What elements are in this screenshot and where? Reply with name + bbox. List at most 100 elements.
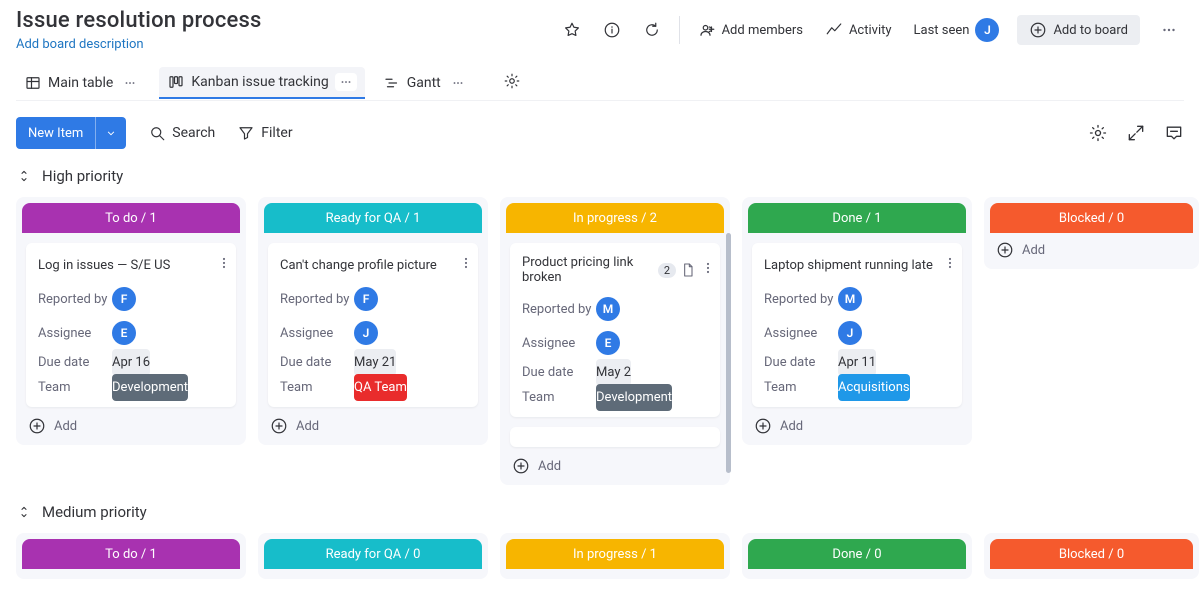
reported-by-value[interactable]: M [838,287,958,311]
plus-circle-icon [512,457,530,475]
kanban-card[interactable]: Log in issues — S/E US Reported byF Assi… [26,243,236,407]
view-tab-main-table[interactable]: Main table [16,68,149,98]
search-label: Search [172,125,215,141]
view-tab-gantt[interactable]: Gantt [375,68,477,98]
filter-label: Filter [261,125,292,141]
field-label: Team [280,380,354,395]
add-card-button[interactable]: Add [270,417,476,435]
field-label: Reported by [38,292,112,307]
field-label: Due date [764,355,838,370]
refresh-icon [643,21,661,39]
field-label: Team [38,380,112,395]
kanban-card[interactable]: Product pricing link broken 2 Reported b… [510,243,720,417]
column-header[interactable]: Done / 1 [748,203,966,233]
team-value[interactable]: Development [112,374,188,401]
new-item-button[interactable]: New Item [16,117,126,149]
refresh-button[interactable] [639,17,665,43]
card-more-button[interactable] [942,255,958,275]
add-card-button[interactable]: Add [28,417,234,435]
column-header[interactable]: In progress / 1 [506,539,724,569]
column-title: Done / 0 [832,547,881,562]
search-button[interactable]: Search [148,124,215,142]
kanban-column: Blocked / 0 Add [984,197,1199,269]
team-value[interactable]: QA Team [354,374,407,401]
column-header[interactable]: Ready for QA / 1 [264,203,482,233]
kanban-column: Done / 1 Laptop shipment running late Re… [742,197,972,445]
view-tab-label: Main table [48,75,113,91]
view-tab-more[interactable] [119,74,141,92]
assignee-value[interactable]: J [354,321,474,345]
plus-circle-icon [270,417,288,435]
card-more-button[interactable] [700,260,716,280]
table-icon [24,74,42,92]
kanban-column: Blocked / 0 [984,533,1199,579]
add-card-button[interactable]: Add [512,457,718,475]
team-value[interactable]: Development [596,384,672,411]
kanban-card[interactable] [510,427,720,447]
dots-icon [123,76,137,90]
due-date-value[interactable]: Apr 11 [838,349,876,376]
view-tab-more[interactable] [447,74,469,92]
card-more-button[interactable] [216,255,232,275]
column-header[interactable]: Blocked / 0 [990,539,1193,569]
team-value[interactable]: Acquisitions [838,374,910,401]
new-item-label: New Item [16,117,95,149]
board-more-button[interactable] [1154,17,1184,43]
field-label: Assignee [522,336,596,351]
due-date-value[interactable]: Apr 16 [112,349,150,376]
column-header[interactable]: To do / 1 [22,203,240,233]
reported-by-value[interactable]: F [354,287,474,311]
column-header[interactable]: Ready for QA / 0 [264,539,482,569]
column-header[interactable]: In progress / 2 [506,203,724,233]
assignee-value[interactable]: E [596,331,716,355]
star-icon [563,21,581,39]
card-title: Can't change profile picture [280,258,437,273]
filter-icon [237,124,255,142]
view-tab-kanban[interactable]: Kanban issue tracking [159,67,364,99]
reported-by-value[interactable]: M [596,297,716,321]
group-title[interactable]: High priority [42,167,123,185]
board-title[interactable]: Issue resolution process [16,8,262,33]
filter-button[interactable]: Filter [237,124,292,142]
new-item-dropdown[interactable] [95,117,126,149]
last-seen-button[interactable]: Last seen J [910,14,1004,46]
column-header[interactable]: To do / 1 [22,539,240,569]
column-header[interactable]: Blocked / 0 [990,203,1193,233]
info-button[interactable] [599,17,625,43]
views-settings-button[interactable] [497,66,527,100]
avatar: F [354,287,378,311]
dots-icon [339,75,353,89]
field-label: Assignee [764,326,838,341]
add-card-button[interactable]: Add [996,241,1187,259]
column-title: In progress / 2 [573,211,657,226]
board-description[interactable]: Add board description [16,37,262,52]
avatar: J [838,321,862,345]
group-collapse-handle[interactable] [16,168,32,184]
group-title[interactable]: Medium priority [42,503,147,521]
assignee-value[interactable]: E [112,321,232,345]
avatar: J [354,321,378,345]
kanban-card[interactable]: Can't change profile picture Reported by… [268,243,478,407]
expand-button[interactable] [1126,123,1146,143]
favorite-button[interactable] [559,17,585,43]
column-header[interactable]: Done / 0 [748,539,966,569]
divider [679,16,680,44]
add-members-label: Add members [722,23,803,38]
activity-button[interactable]: Activity [821,17,896,43]
reported-by-value[interactable]: F [112,287,232,311]
card-title: Product pricing link broken [522,255,658,285]
dots-icon [700,260,716,276]
add-to-board-button[interactable]: Add to board [1017,15,1140,45]
view-tab-more[interactable] [335,73,357,91]
card-more-button[interactable] [458,255,474,275]
kanban-card[interactable]: Laptop shipment running late Reported by… [752,243,962,407]
add-members-button[interactable]: Add members [694,17,807,43]
add-card-button[interactable]: Add [754,417,960,435]
group-collapse-handle[interactable] [16,504,32,520]
due-date-value[interactable]: May 21 [354,349,396,376]
scrollbar[interactable] [726,233,731,473]
comments-button[interactable] [1164,123,1184,143]
settings-button[interactable] [1088,123,1108,143]
due-date-value[interactable]: May 2 [596,359,631,386]
assignee-value[interactable]: J [838,321,958,345]
